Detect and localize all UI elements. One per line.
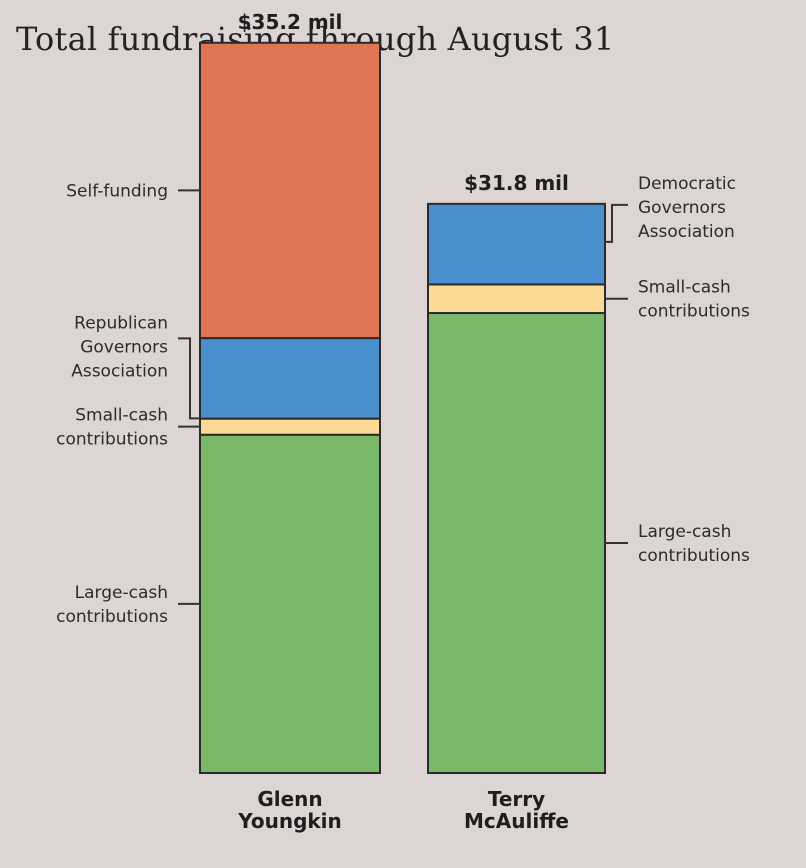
segment-governors-association: [427, 202, 606, 286]
segment-label: contributions: [56, 607, 168, 627]
segment-label: contributions: [638, 546, 750, 566]
segment-label: Association: [638, 222, 735, 242]
bar-glenn-youngkin: Large-cash contributions Small-cash contrib…: [56, 10, 381, 833]
bar-total-label: $35.2 mil: [238, 10, 343, 34]
segment-label: Association: [71, 361, 168, 381]
segment-governors-association: [199, 337, 381, 420]
segment-label: contributions: [638, 302, 750, 322]
candidate-name: Youngkin: [237, 809, 342, 833]
segment-large-cash: [199, 433, 381, 774]
candidate-name: Glenn: [257, 787, 322, 811]
segment-label: Large-cash: [75, 583, 168, 603]
segment-small-cash: [427, 283, 606, 315]
bar-terry-mcauliffe: Large-cash contributions Small-cash contrib…: [427, 171, 750, 833]
segment-self-funding: [199, 41, 381, 340]
segment-label: Democratic: [638, 174, 736, 194]
leader-line: [178, 337, 200, 420]
segment-large-cash: [427, 312, 606, 774]
segment-label: Republican: [74, 313, 168, 333]
segment-label: Governors: [80, 337, 168, 357]
segment-label: contributions: [56, 430, 168, 450]
leader-line: [605, 203, 628, 243]
segment-small-cash: [199, 417, 381, 436]
segment-label: Self-funding: [66, 181, 168, 201]
segment-label: Large-cash: [638, 522, 731, 542]
segment-label: Small-cash: [638, 278, 731, 298]
candidate-name: Terry: [488, 787, 545, 811]
candidate-name: McAuliffe: [464, 809, 569, 833]
segment-label: Small-cash: [75, 406, 168, 426]
bar-total-label: $31.8 mil: [464, 171, 569, 195]
segment-label: Governors: [638, 198, 726, 218]
